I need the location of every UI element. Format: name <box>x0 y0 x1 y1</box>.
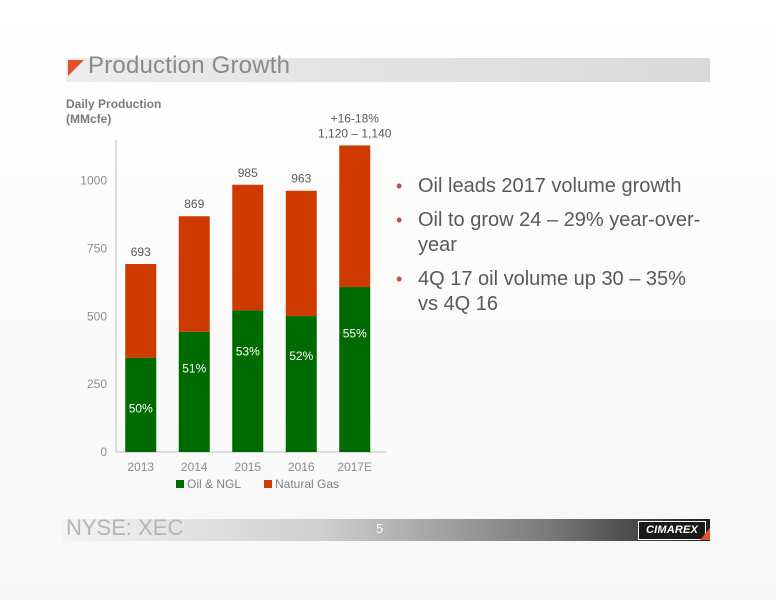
x-tick-label: 2014 <box>181 460 208 474</box>
y-tick-label: 250 <box>87 377 107 391</box>
bullet-dot-icon: • <box>396 269 403 289</box>
bar-oil-ngl <box>339 287 371 452</box>
bullet-text: Oil to grow 24 – 29% year-over-year <box>418 209 701 256</box>
bar-total-label: 963 <box>291 172 311 186</box>
bullet-item: • Oil leads 2017 volume growth <box>396 174 706 199</box>
bar-natural-gas <box>339 145 371 288</box>
bar-oil-ngl <box>232 310 264 452</box>
bullet-item: • Oil to grow 24 – 29% year-over-year <box>396 208 706 258</box>
legend-label: Natural Gas <box>275 477 339 491</box>
y-tick-label: 1000 <box>80 174 107 188</box>
y-tick-label: 750 <box>87 242 107 256</box>
bar-total-label: +16-18% <box>331 111 380 125</box>
x-tick-label: 2016 <box>288 460 315 474</box>
bar-natural-gas <box>178 216 210 332</box>
legend-swatch <box>264 480 272 488</box>
footer-ticker: NYSE: XEC <box>66 515 184 540</box>
bar-natural-gas <box>285 190 317 317</box>
oil-share-label: 51% <box>182 361 206 375</box>
y-tick-label: 0 <box>100 445 107 459</box>
bar-total-label: 985 <box>238 166 258 180</box>
legend-label: Oil & NGL <box>187 477 241 491</box>
slide-title: Production Growth <box>88 52 291 79</box>
bullet-list: • Oil leads 2017 volume growth • Oil to gr… <box>396 174 706 326</box>
x-tick-label: 2013 <box>127 460 154 474</box>
title-accent-triangle <box>68 60 84 76</box>
x-tick-label: 2015 <box>234 460 261 474</box>
bar-total-label: 693 <box>131 245 151 259</box>
oil-share-label: 50% <box>129 402 153 416</box>
bullet-text: 4Q 17 oil volume up 30 – 35% vs 4Q 16 <box>418 268 686 315</box>
oil-share-label: 53% <box>236 345 260 359</box>
cimarex-logo: CIMAREX <box>638 521 706 540</box>
bar-oil-ngl <box>125 357 157 452</box>
bullet-item: • 4Q 17 oil volume up 30 – 35% vs 4Q 16 <box>396 267 706 317</box>
footer-bar <box>62 519 710 541</box>
legend-swatch <box>176 480 184 488</box>
page-number: 5 <box>376 521 384 536</box>
y-tick-label: 500 <box>87 309 107 323</box>
title-bar <box>66 58 710 82</box>
bar-total-label: 869 <box>184 197 204 211</box>
y-axis-label: Daily Production (MMcfe) <box>66 97 162 126</box>
bar-natural-gas <box>125 263 157 358</box>
bullet-dot-icon: • <box>396 176 403 196</box>
x-tick-label: 2017E <box>337 460 372 474</box>
bar-natural-gas <box>232 184 264 311</box>
bar-total-label: 1,120 – 1,140 <box>318 126 392 140</box>
oil-share-label: 52% <box>289 349 313 363</box>
oil-share-label: 55% <box>343 326 367 340</box>
logo-accent-triangle <box>700 528 710 540</box>
bar-oil-ngl <box>285 316 317 452</box>
bullet-text: Oil leads 2017 volume growth <box>418 175 682 197</box>
bullet-dot-icon: • <box>396 210 403 230</box>
bar-oil-ngl <box>178 331 210 452</box>
